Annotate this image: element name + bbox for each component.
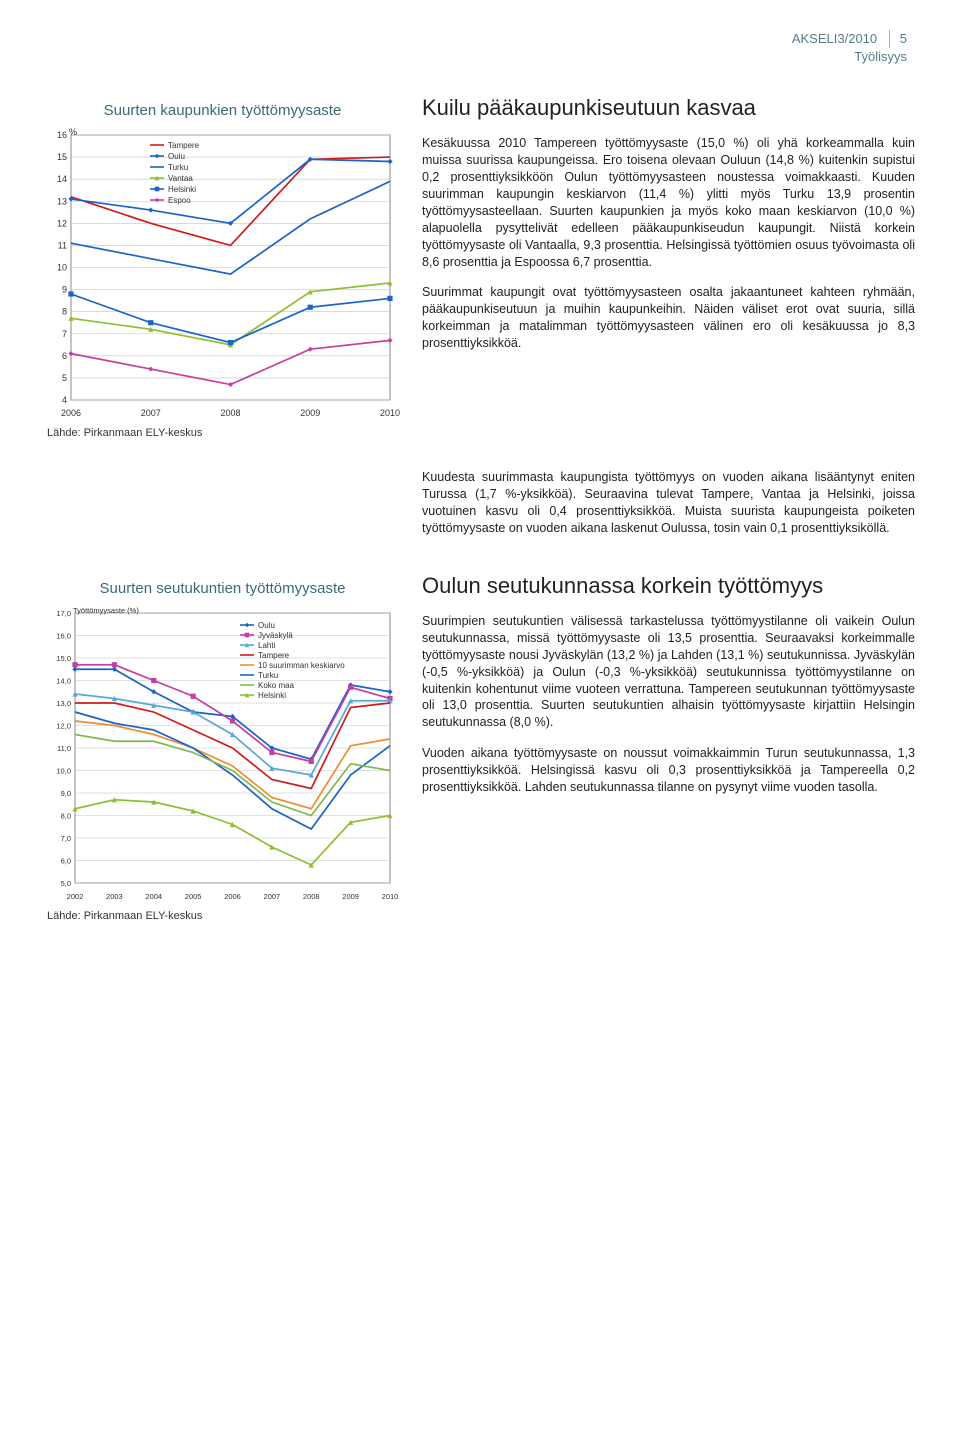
svg-text:2007: 2007 [264, 892, 281, 901]
svg-text:2006: 2006 [224, 892, 241, 901]
svg-text:2004: 2004 [145, 892, 162, 901]
doc-title: AKSELI3/2010 [792, 31, 877, 46]
doc-subtitle: Työlisyys [854, 49, 907, 64]
svg-text:15,0: 15,0 [56, 654, 71, 663]
para-2: Suurimmat kaupungit ovat työttömyysastee… [422, 284, 915, 352]
svg-text:15: 15 [57, 152, 67, 162]
svg-text:Oulu: Oulu [168, 152, 185, 161]
svg-text:10 suurimman keskiarvo: 10 suurimman keskiarvo [258, 661, 345, 670]
chart-regions: Suurten seutukuntien työttömyysaste 5,0 6… [45, 573, 400, 930]
chart-cities-source: Lähde: Pirkanmaan ELY-keskus [47, 426, 400, 441]
chart-cities-svg: 4 5 6 7 8 9 10 11 12 13 14 15 16 2006 2007 2008 2009 2010… [45, 127, 400, 422]
svg-text:8: 8 [62, 307, 67, 317]
chart-cities: Suurten kaupunkien työttömyysaste 4 5 6 7 8 9… [45, 95, 400, 447]
heading-oulu: Oulun seutukunnassa korkein työttömyys [422, 573, 915, 599]
page-number: 5 [889, 30, 907, 48]
svg-text:13,0: 13,0 [56, 699, 71, 708]
svg-text:10,0: 10,0 [56, 766, 71, 775]
svg-text:2005: 2005 [185, 892, 202, 901]
svg-text:13: 13 [57, 197, 67, 207]
svg-text:2009: 2009 [342, 892, 359, 901]
svg-text:2010: 2010 [380, 408, 400, 418]
svg-text:11: 11 [58, 241, 67, 251]
svg-text:Vantaa: Vantaa [168, 174, 193, 183]
svg-text:Koko maa: Koko maa [258, 681, 295, 690]
svg-text:Lahti: Lahti [258, 641, 276, 650]
svg-text:9,0: 9,0 [61, 789, 71, 798]
svg-text:2002: 2002 [67, 892, 84, 901]
svg-text:14: 14 [57, 175, 67, 185]
svg-text:7,0: 7,0 [61, 834, 71, 843]
svg-text:7: 7 [62, 329, 67, 339]
svg-text:10: 10 [57, 263, 67, 273]
para-5: Vuoden aikana työttömyysaste on noussut … [422, 745, 915, 796]
svg-text:Työttömyysaste (%): Työttömyysaste (%) [73, 606, 139, 615]
svg-text:14,0: 14,0 [56, 676, 71, 685]
svg-text:4: 4 [62, 395, 67, 405]
svg-text:8,0: 8,0 [61, 811, 71, 820]
chart-regions-source: Lähde: Pirkanmaan ELY-keskus [47, 909, 400, 924]
svg-text:Helsinki: Helsinki [168, 185, 196, 194]
svg-text:6,0: 6,0 [61, 856, 71, 865]
svg-text:Turku: Turku [168, 163, 188, 172]
chart-cities-title: Suurten kaupunkien työttömyysaste [45, 101, 400, 121]
svg-text:2009: 2009 [300, 408, 320, 418]
para-4: Suurimpien seutukuntien välisessä tarkas… [422, 613, 915, 731]
svg-text:16,0: 16,0 [56, 631, 71, 640]
svg-text:Helsinki: Helsinki [258, 691, 286, 700]
svg-text:9: 9 [62, 285, 67, 295]
heading-gap: Kuilu pääkaupunkiseutuun kasvaa [422, 95, 915, 121]
svg-text:17,0: 17,0 [56, 609, 71, 618]
svg-text:Oulu: Oulu [258, 621, 275, 630]
svg-text:11,0: 11,0 [57, 744, 71, 753]
svg-text:Espoo: Espoo [168, 196, 191, 205]
svg-text:12,0: 12,0 [56, 721, 71, 730]
chart-regions-title: Suurten seutukuntien työttömyysaste [45, 579, 400, 599]
svg-text:Tampere: Tampere [168, 141, 200, 150]
para-1: Kesäkuussa 2010 Tampereen työttömyysaste… [422, 135, 915, 270]
svg-text:2008: 2008 [303, 892, 320, 901]
svg-text:6: 6 [62, 351, 67, 361]
chart-regions-svg: 5,0 6,0 7,0 8,0 9,0 10,0 11,0 12,0 13,0 14,0 15,0 1… [45, 605, 400, 905]
svg-text:5,0: 5,0 [61, 879, 71, 888]
svg-text:2010: 2010 [382, 892, 399, 901]
svg-text:2008: 2008 [220, 408, 240, 418]
svg-text:2003: 2003 [106, 892, 123, 901]
page-header: AKSELI3/2010 5 Työlisyys [45, 30, 915, 65]
svg-text:Tampere: Tampere [258, 651, 290, 660]
svg-text:%: % [69, 127, 77, 137]
svg-text:16: 16 [57, 130, 67, 140]
svg-text:12: 12 [57, 219, 67, 229]
svg-text:5: 5 [62, 373, 67, 383]
svg-text:2006: 2006 [61, 408, 81, 418]
svg-text:2007: 2007 [141, 408, 161, 418]
svg-text:Turku: Turku [258, 671, 278, 680]
svg-text:Jyväskylä: Jyväskylä [258, 631, 293, 640]
para-3: Kuudesta suurimmasta kaupungista työttöm… [422, 469, 915, 537]
